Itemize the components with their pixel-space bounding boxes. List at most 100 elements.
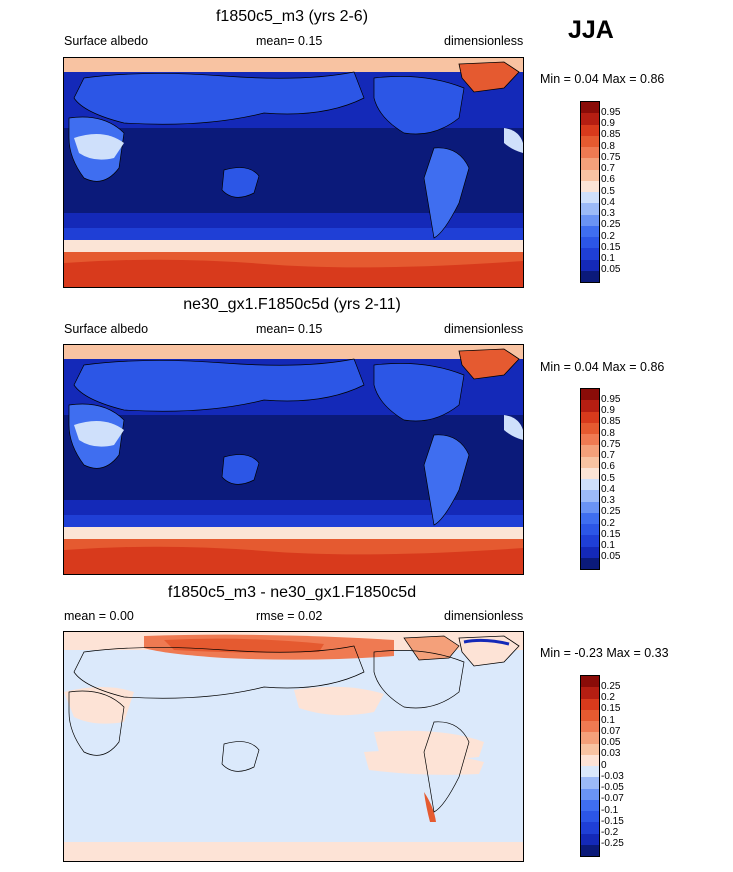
colorbar-tick-label: 0.7 bbox=[601, 450, 615, 461]
panel-3-map bbox=[63, 631, 524, 862]
colorbar-tick-label: 0.95 bbox=[601, 107, 621, 118]
panel-3-difference-field bbox=[64, 632, 523, 861]
colorbar-tick-label: -0.05 bbox=[601, 782, 624, 793]
colorbar-tick-label: 0.05 bbox=[601, 551, 621, 562]
colorbar-swatch bbox=[581, 788, 599, 800]
colorbar-swatch bbox=[581, 203, 599, 215]
colorbar-tick-label: 0.25 bbox=[601, 506, 621, 517]
panel-1-units: dimensionless bbox=[444, 34, 524, 48]
colorbar-tick-label: 0.5 bbox=[601, 186, 615, 197]
colorbar-swatch bbox=[581, 248, 599, 260]
panel-1-mean: mean= 0.15 bbox=[256, 34, 323, 48]
colorbar-tick-label: 0.6 bbox=[601, 461, 615, 472]
colorbar-swatch bbox=[581, 777, 599, 789]
panel-2-minmax: Min = 0.04 Max = 0.86 bbox=[540, 360, 665, 374]
panel-1-map bbox=[63, 57, 524, 288]
colorbar-tick-label: -0.2 bbox=[601, 827, 619, 838]
colorbar-swatch bbox=[581, 490, 599, 502]
colorbar-tick-label: 0.15 bbox=[601, 703, 621, 714]
colorbar-tick-label: 0.9 bbox=[601, 118, 615, 129]
panel-3-rmse: rmse = 0.02 bbox=[256, 609, 323, 623]
colorbar-swatch bbox=[581, 766, 599, 778]
season-label: JJA bbox=[568, 16, 614, 44]
colorbar-tick-label: 0.03 bbox=[601, 748, 621, 759]
colorbar-swatch bbox=[581, 445, 599, 457]
colorbar-swatch bbox=[581, 124, 599, 136]
colorbar-swatch bbox=[581, 113, 599, 125]
colorbar-tick-label: 0 bbox=[601, 760, 607, 771]
colorbar-swatch bbox=[581, 214, 599, 226]
colorbar-tick-label: 0.75 bbox=[601, 152, 621, 163]
panel-1-minmax: Min = 0.04 Max = 0.86 bbox=[540, 72, 665, 86]
colorbar-swatch bbox=[581, 411, 599, 423]
colorbar-swatch bbox=[581, 169, 599, 181]
colorbar-tick-label: 0.85 bbox=[601, 416, 621, 427]
colorbar-swatch bbox=[581, 754, 599, 766]
colorbar-swatch bbox=[581, 844, 599, 856]
panel-1-albedo-field bbox=[64, 58, 523, 287]
colorbar-swatch bbox=[581, 147, 599, 159]
colorbar-swatch bbox=[581, 512, 599, 524]
colorbar-swatch bbox=[581, 237, 599, 249]
colorbar-tick-label: 0.7 bbox=[601, 163, 615, 174]
colorbar-swatch bbox=[581, 811, 599, 823]
colorbar-tick-label: 0.1 bbox=[601, 715, 615, 726]
colorbar-swatch bbox=[581, 102, 599, 114]
panel-2-title: ne30_gx1.F1850c5d (yrs 2-11) bbox=[183, 296, 401, 313]
colorbar-tick-label: 0.2 bbox=[601, 231, 615, 242]
colorbar-swatch bbox=[581, 192, 599, 204]
colorbar-swatch bbox=[581, 467, 599, 479]
panel-2-left-label: Surface albedo bbox=[64, 322, 149, 336]
colorbar-swatch bbox=[581, 732, 599, 744]
colorbar-swatch bbox=[581, 743, 599, 755]
colorbar-tick-label: 0.07 bbox=[601, 726, 621, 737]
panel-2-mean: mean= 0.15 bbox=[256, 322, 323, 336]
panel-1-left-label: Surface albedo bbox=[64, 34, 149, 48]
colorbar-tick-label: 0.4 bbox=[601, 197, 615, 208]
colorbar-swatch bbox=[581, 676, 599, 688]
colorbar-swatch bbox=[581, 833, 599, 845]
colorbar-tick-label: 0.5 bbox=[601, 473, 615, 484]
colorbar-tick-label: 0.25 bbox=[601, 681, 621, 692]
colorbar-swatch bbox=[581, 524, 599, 536]
panel-3-minmax: Min = -0.23 Max = 0.33 bbox=[540, 646, 669, 660]
panel-3-mean: mean = 0.00 bbox=[64, 609, 134, 623]
panel-2-albedo-field bbox=[64, 345, 523, 574]
colorbar-swatch bbox=[581, 535, 599, 547]
colorbar-swatch bbox=[581, 135, 599, 147]
colorbar-tick-label: 0.75 bbox=[601, 439, 621, 450]
panel-3-title: f1850c5_m3 - ne30_gx1.F1850c5d bbox=[167, 584, 417, 601]
colorbar-tick-label: -0.25 bbox=[601, 838, 624, 849]
colorbar-swatch bbox=[581, 434, 599, 446]
colorbar-swatch bbox=[581, 557, 599, 569]
panel-1-colorbar: 0.95 0.9 0.85 0.8 0.75 0.7 0.6 0.5 0.4 0… bbox=[580, 101, 620, 283]
colorbar-swatch bbox=[581, 389, 599, 401]
colorbar-tick-label: 0.9 bbox=[601, 405, 615, 416]
colorbar-tick-label: 0.85 bbox=[601, 129, 621, 140]
colorbar-tick-label: -0.03 bbox=[601, 771, 624, 782]
colorbar-swatch bbox=[581, 546, 599, 558]
colorbar-tick-label: 0.2 bbox=[601, 692, 615, 703]
colorbar-swatch bbox=[581, 456, 599, 468]
colorbar-tick-label: 0.1 bbox=[601, 253, 615, 264]
panel-2-units: dimensionless bbox=[444, 322, 524, 336]
panel-1-title: f1850c5_m3 (yrs 2-6) bbox=[215, 8, 369, 25]
colorbar-tick-label: 0.3 bbox=[601, 495, 615, 506]
colorbar-tick-label: 0.05 bbox=[601, 737, 621, 748]
colorbar-tick-label: -0.07 bbox=[601, 793, 624, 804]
colorbar-swatch bbox=[581, 422, 599, 434]
colorbar-swatch bbox=[581, 180, 599, 192]
colorbar-swatch bbox=[581, 501, 599, 513]
colorbar-tick-label: 0.8 bbox=[601, 141, 615, 152]
colorbar-tick-label: 0.6 bbox=[601, 174, 615, 185]
colorbar-swatch bbox=[581, 709, 599, 721]
colorbar-tick-label: 0.4 bbox=[601, 484, 615, 495]
colorbar-tick-label: 0.25 bbox=[601, 219, 621, 230]
colorbar-tick-label: -0.15 bbox=[601, 816, 624, 827]
colorbar-tick-label: 0.15 bbox=[601, 242, 621, 253]
colorbar-swatch bbox=[581, 259, 599, 271]
colorbar-tick-label: 0.2 bbox=[601, 518, 615, 529]
panel-2-colorbar: 0.95 0.9 0.85 0.8 0.75 0.7 0.6 0.5 0.4 0… bbox=[580, 388, 620, 570]
colorbar-swatch bbox=[581, 698, 599, 710]
colorbar-swatch bbox=[581, 822, 599, 834]
